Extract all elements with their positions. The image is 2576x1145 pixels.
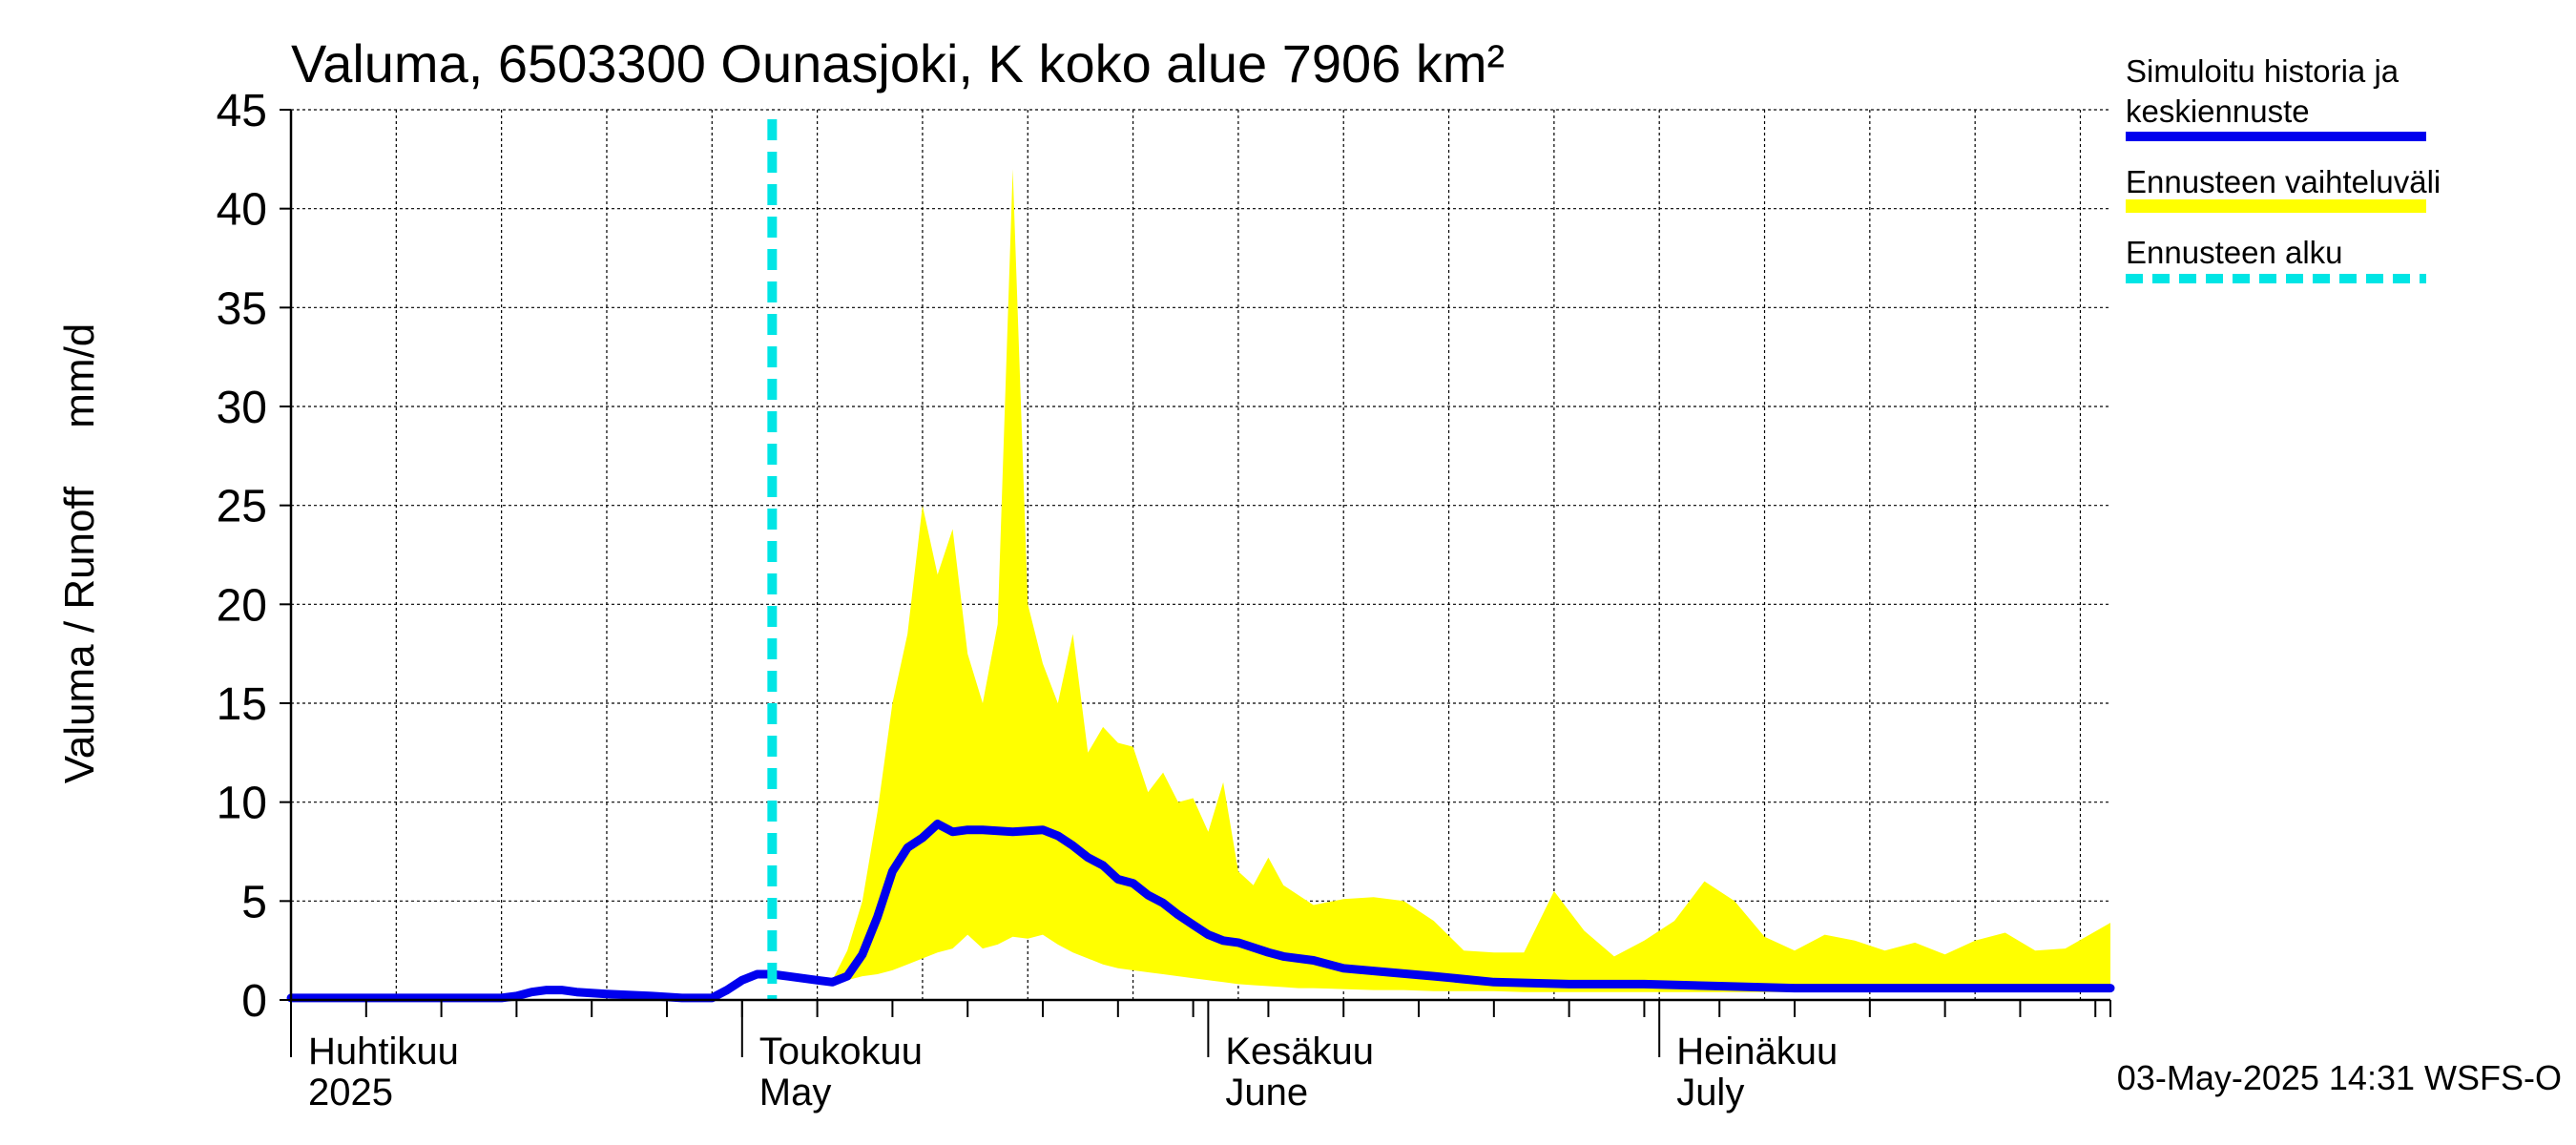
y-tick-label: 20	[217, 580, 267, 631]
legend-label: keskiennuste	[2126, 94, 2310, 129]
x-tick-label-sub: June	[1225, 1072, 1308, 1114]
x-tick-label-sub: May	[759, 1072, 832, 1114]
timestamp: 03-May-2025 14:31 WSFS-O	[2117, 1058, 2562, 1097]
y-tick-label: 10	[217, 779, 267, 829]
legend: Simuloitu historia ja keskiennuste Ennuste…	[2126, 53, 2441, 283]
x-tick-label-sub: 2025	[308, 1072, 393, 1114]
y-tick-label: 30	[217, 383, 267, 433]
simulated-line	[286, 820, 2115, 1003]
x-tick-label-month: Huhtikuu	[308, 1030, 459, 1072]
forecast-range-band	[832, 169, 2110, 992]
x-tick-label-month: Heinäkuu	[1676, 1030, 1838, 1072]
forecast-range-area	[832, 169, 2110, 992]
x-tick-label-month: Kesäkuu	[1225, 1030, 1374, 1072]
y-tick-label: 15	[217, 679, 267, 730]
simulated-series	[286, 820, 2115, 1003]
y-tick-label: 0	[241, 976, 267, 1027]
y-axis-label: Valuma / Runoff mm/d	[56, 323, 103, 784]
y-tick-label: 45	[217, 86, 267, 136]
y-tick-label: 40	[217, 185, 267, 236]
legend-label: Simuloitu historia ja	[2126, 53, 2399, 89]
chart-title: Valuma, 6503300 Ounasjoki, K koko alue 7…	[291, 33, 1505, 94]
y-tick-label: 35	[217, 283, 267, 334]
y-axis-ticks: 0 5 10 15 20 25 30 35 40 45	[217, 86, 291, 1027]
y-tick-label: 25	[217, 482, 267, 532]
x-tick-label-month: Toukokuu	[759, 1030, 923, 1072]
legend-label: Ennusteen alku	[2126, 235, 2343, 270]
axes	[289, 110, 2110, 1002]
y-tick-label: 5	[241, 877, 267, 927]
legend-label: Ennusteen vaihteluväli	[2126, 164, 2441, 199]
x-tick-label-sub: July	[1676, 1072, 1744, 1114]
